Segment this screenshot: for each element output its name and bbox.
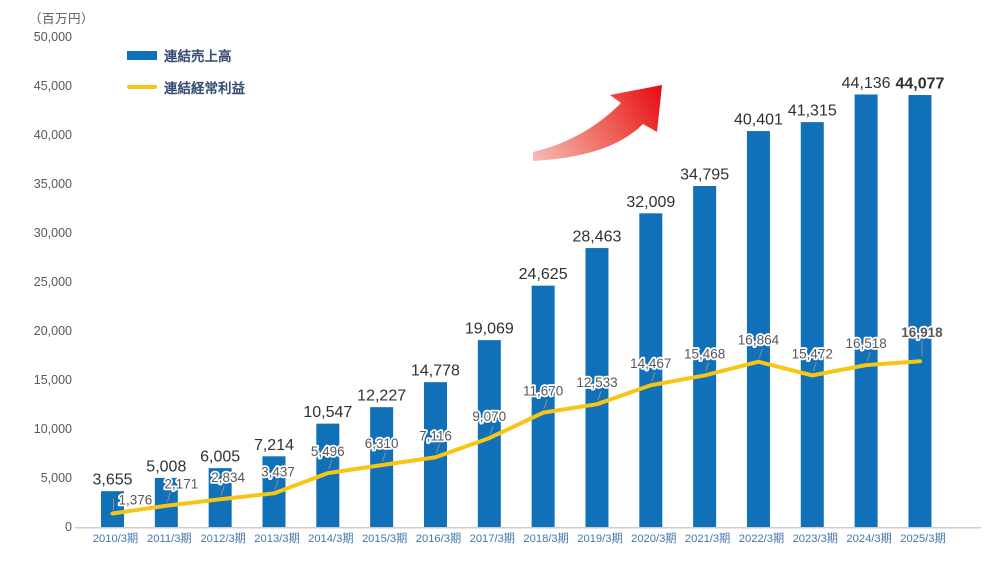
y-tick-label: 50,000 bbox=[34, 30, 72, 44]
profit-value-label: 9,070 bbox=[472, 409, 506, 424]
bar bbox=[531, 285, 555, 527]
x-tick-label: 2021/3期 bbox=[685, 532, 730, 545]
profit-value-label: 2,834 bbox=[211, 470, 245, 485]
label-connector bbox=[651, 372, 656, 382]
profit-value-label: 6,310 bbox=[365, 436, 399, 451]
y-tick-label: 0 bbox=[65, 520, 72, 534]
bar-value-label: 14,778 bbox=[411, 363, 460, 380]
x-tick-label: 2010/3期 bbox=[93, 532, 138, 545]
profit-value-label: 11,670 bbox=[523, 384, 563, 399]
label-connector bbox=[597, 391, 602, 401]
bar-value-label: 41,315 bbox=[788, 103, 837, 120]
x-tick-label: 2019/3期 bbox=[577, 532, 622, 545]
profit-value-label: 3,437 bbox=[261, 464, 295, 479]
bar bbox=[800, 122, 824, 527]
profit-value-label: 12,533 bbox=[576, 375, 617, 390]
profit-value-label: 16,864 bbox=[738, 333, 780, 348]
y-tick-label: 10,000 bbox=[34, 422, 72, 436]
x-tick-label: 2015/3期 bbox=[362, 532, 407, 545]
x-tick-label: 2011/3期 bbox=[147, 532, 192, 545]
profit-value-label: 15,472 bbox=[792, 346, 833, 361]
legend-item-sales: 連結売上高 bbox=[127, 45, 245, 65]
label-connector bbox=[489, 424, 494, 435]
bar-value-label: 6,005 bbox=[200, 449, 240, 466]
bar-value-label: 32,009 bbox=[626, 194, 675, 211]
x-tick-label: 2020/3期 bbox=[631, 532, 676, 545]
bar bbox=[316, 423, 340, 527]
bar bbox=[585, 248, 609, 527]
legend: 連結売上高 連結経常利益 bbox=[127, 45, 245, 97]
profit-value-label: 16,918 bbox=[901, 325, 943, 340]
profit-value-label: 1,376 bbox=[119, 493, 153, 508]
bar-value-label: 28,463 bbox=[573, 229, 622, 246]
label-connector bbox=[274, 480, 279, 490]
bar bbox=[693, 186, 717, 527]
legend-item-profit: 連結経常利益 bbox=[127, 77, 245, 97]
profit-value-label: 14,467 bbox=[630, 356, 671, 371]
bar bbox=[908, 95, 932, 527]
growth-arrow-icon bbox=[533, 85, 662, 161]
x-tick-label: 2024/3期 bbox=[846, 532, 891, 545]
profit-value-label: 7,116 bbox=[419, 428, 452, 443]
bar-value-label: 44,077 bbox=[895, 76, 944, 93]
label-connector bbox=[866, 351, 871, 362]
bar-value-label: 34,795 bbox=[680, 167, 729, 184]
bar-value-label: 5,008 bbox=[146, 458, 186, 475]
y-tick-label: 20,000 bbox=[34, 324, 72, 338]
bar bbox=[746, 131, 770, 528]
x-tick-label: 2016/3期 bbox=[416, 532, 461, 545]
bar-value-label: 10,547 bbox=[303, 404, 352, 421]
profit-line-swatch bbox=[127, 85, 157, 89]
bar-value-label: 3,655 bbox=[92, 472, 132, 489]
label-connector bbox=[543, 399, 548, 409]
label-connector bbox=[436, 444, 440, 454]
bar-value-label: 40,401 bbox=[734, 112, 783, 129]
bar bbox=[854, 94, 878, 528]
bar bbox=[477, 340, 501, 527]
y-tick-label: 45,000 bbox=[34, 79, 72, 93]
bar-value-label: 19,069 bbox=[465, 321, 514, 338]
label-connector bbox=[382, 452, 387, 462]
profit-value-label: 15,468 bbox=[684, 346, 725, 361]
x-tick-label: 2025/3期 bbox=[900, 532, 945, 545]
x-tick-label: 2022/3期 bbox=[739, 532, 784, 545]
x-tick-label: 2014/3期 bbox=[308, 532, 353, 545]
label-connector bbox=[705, 362, 710, 372]
y-tick-label: 5,000 bbox=[41, 471, 72, 485]
bar-value-label: 24,625 bbox=[519, 266, 568, 283]
x-tick-label: 2013/3期 bbox=[254, 532, 299, 545]
y-tick-label: 40,000 bbox=[34, 128, 72, 142]
y-tick-label: 15,000 bbox=[34, 373, 72, 387]
bar-value-label: 7,214 bbox=[254, 437, 294, 454]
profit-value-label: 2,171 bbox=[164, 477, 198, 492]
bar bbox=[423, 382, 447, 527]
x-tick-label: 2023/3期 bbox=[793, 532, 838, 545]
x-tick-label: 2017/3期 bbox=[470, 532, 515, 545]
bar bbox=[639, 213, 663, 527]
bar-value-label: 44,136 bbox=[842, 75, 891, 92]
legend-label-sales: 連結売上高 bbox=[164, 49, 232, 64]
sales-bar-swatch bbox=[127, 50, 157, 60]
label-connector bbox=[758, 348, 763, 358]
bar bbox=[154, 477, 178, 527]
profit-value-label: 16,518 bbox=[845, 336, 886, 351]
legend-label-profit: 連結経常利益 bbox=[164, 81, 245, 96]
profit-value-label: 5,496 bbox=[311, 444, 345, 459]
bar-value-label: 12,227 bbox=[357, 388, 406, 405]
x-tick-label: 2012/3期 bbox=[200, 532, 245, 545]
y-tick-label: 35,000 bbox=[34, 177, 72, 191]
profit-line bbox=[110, 359, 922, 516]
y-axis-unit-label: （百万円） bbox=[29, 12, 95, 26]
x-tick-label: 2018/3期 bbox=[523, 532, 568, 545]
label-connector bbox=[328, 459, 333, 470]
y-tick-label: 25,000 bbox=[34, 275, 72, 289]
label-connector bbox=[220, 486, 225, 496]
bar bbox=[101, 491, 124, 527]
label-connector bbox=[166, 492, 171, 502]
y-tick-label: 30,000 bbox=[34, 226, 72, 240]
label-connector bbox=[812, 362, 817, 372]
